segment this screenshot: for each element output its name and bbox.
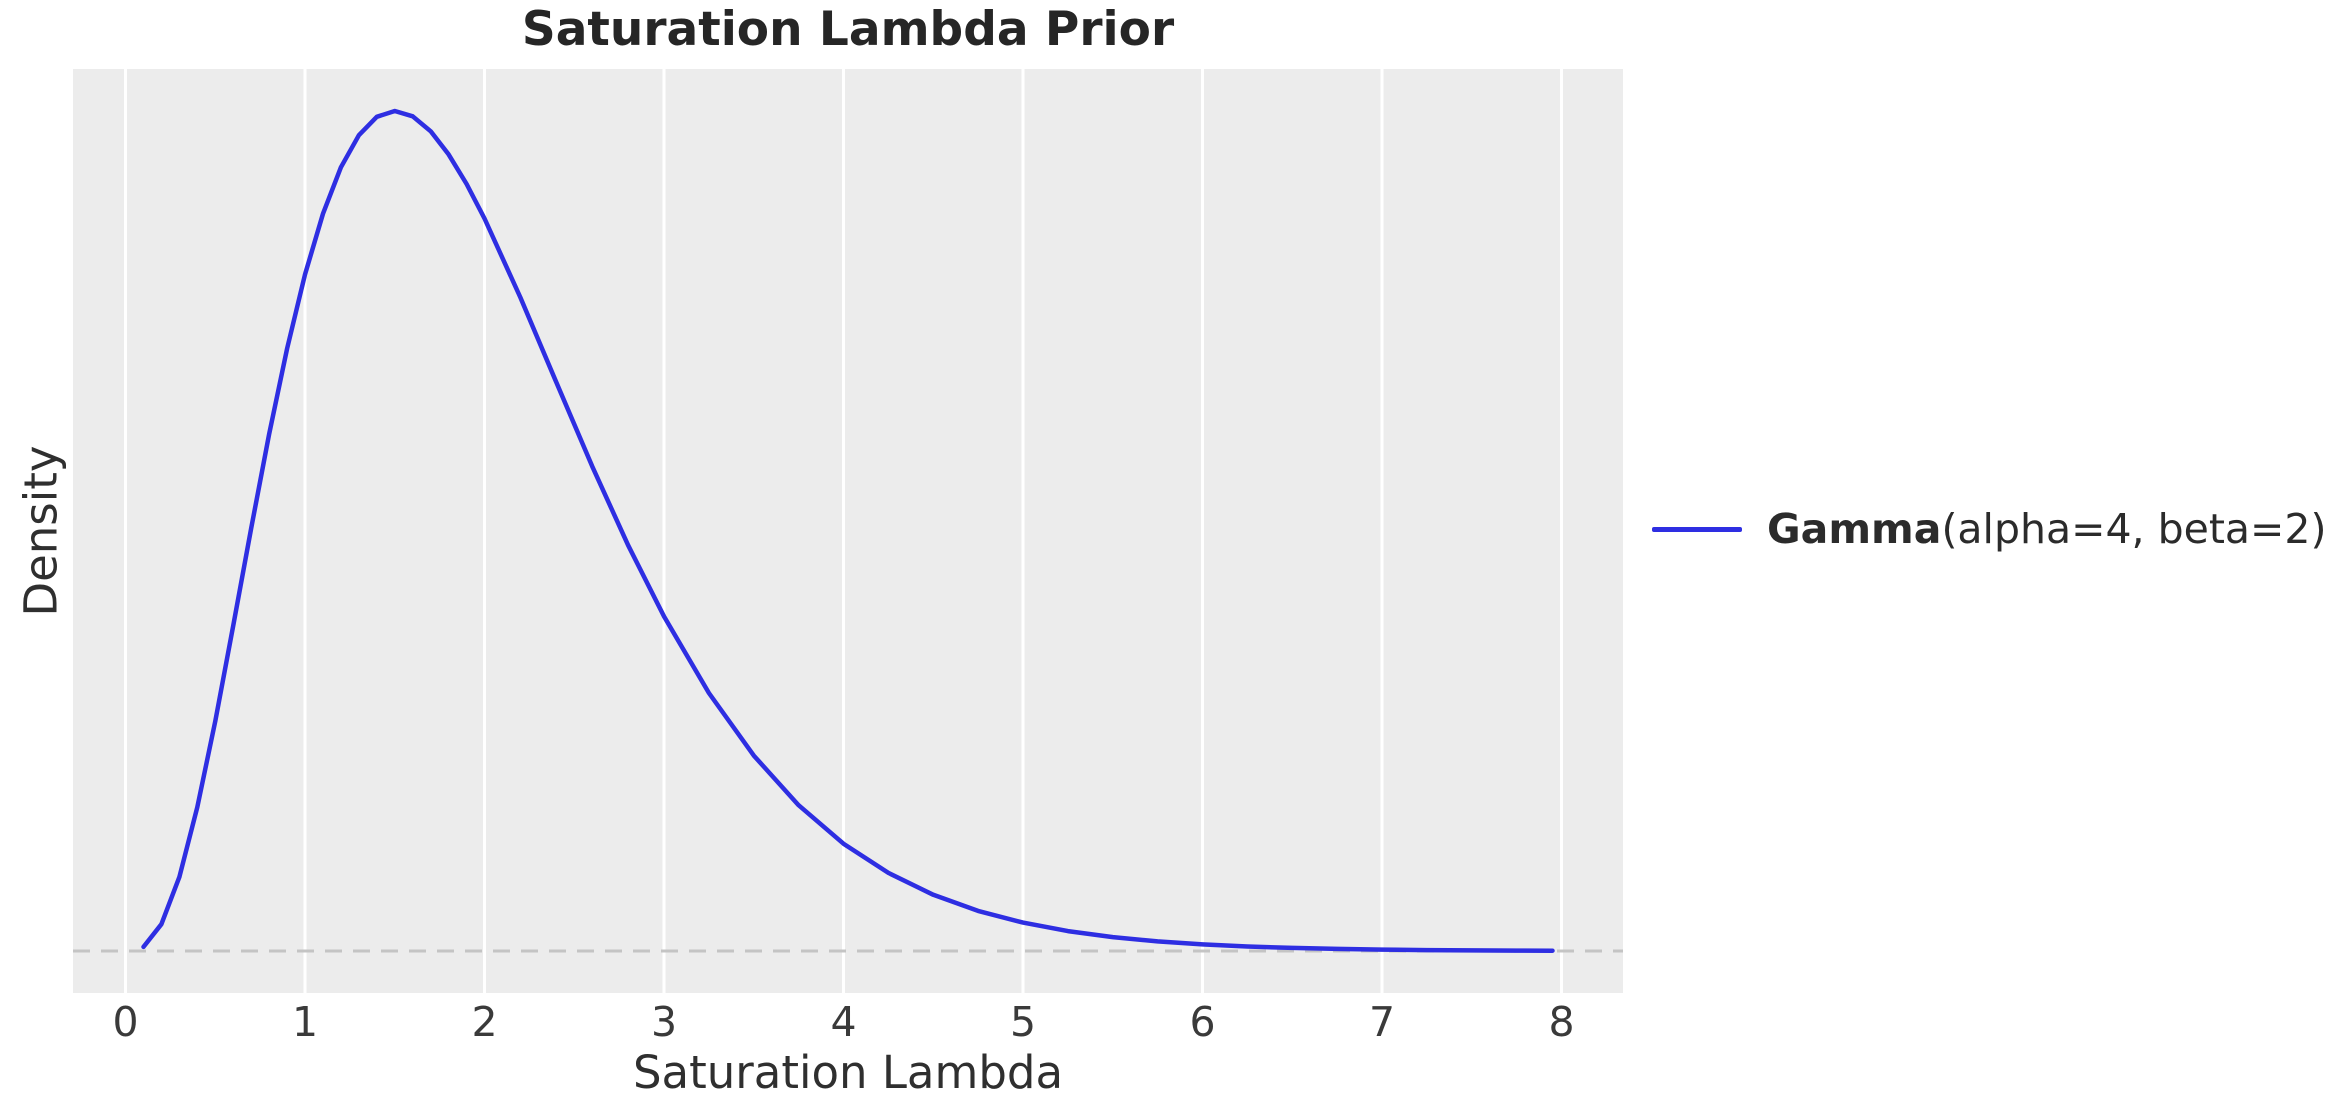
x-tick-label-8: 8 <box>1548 998 1575 1046</box>
legend-label: Gamma(alpha=4, beta=2) <box>1767 505 2326 553</box>
x-tick-label-3: 3 <box>650 998 678 1046</box>
x-tick-label-6: 6 <box>1189 998 1216 1046</box>
plot-background <box>73 69 1623 993</box>
x-tick-label-2: 2 <box>471 998 498 1046</box>
plot-area <box>73 69 1623 993</box>
chart-title: Saturation Lambda Prior <box>521 2 1175 57</box>
x-axis-label: Saturation Lambda <box>632 1046 1064 1099</box>
x-tick-label-4: 4 <box>830 998 857 1046</box>
density-curve <box>141 108 1555 953</box>
x-tick-label-7: 7 <box>1368 998 1396 1046</box>
legend: Gamma(alpha=4, beta=2) <box>1652 505 2326 553</box>
x-tick-label-5: 5 <box>1009 998 1037 1046</box>
legend-line-swatch <box>1652 526 1742 532</box>
legend-label-distribution-name: Gamma <box>1767 505 1942 553</box>
x-tick-label-1: 1 <box>291 998 319 1046</box>
x-tick-label-0: 0 <box>112 998 139 1046</box>
x-axis-ticks: 0 1 2 3 4 5 6 7 8 <box>73 1000 1623 1046</box>
y-axis-label: Density <box>14 445 68 617</box>
legend-label-parameters: (alpha=4, beta=2) <box>1941 505 2327 553</box>
